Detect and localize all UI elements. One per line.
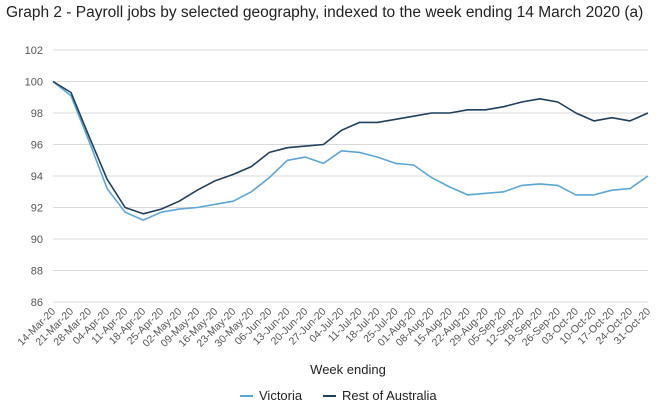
x-axis-ticks: 14-Mar-2021-Mar-2028-Mar-2004-Apr-2011-A… — [15, 306, 653, 350]
gridlines — [53, 49, 648, 303]
y-tick-label: 90 — [31, 234, 43, 246]
series-lines — [52, 80, 649, 221]
legend-label-victoria: Victoria — [259, 388, 303, 403]
legend-label-rest-of-australia: Rest of Australia — [342, 388, 437, 403]
y-axis-ticks: 86 88 90 92 94 96 98 100 102 — [25, 45, 43, 309]
y-tick-label: 96 — [31, 140, 43, 152]
y-tick-label: 88 — [31, 266, 43, 278]
y-tick-label: 98 — [31, 108, 43, 120]
series-line-victoria — [52, 80, 649, 221]
y-tick-label: 94 — [31, 171, 43, 183]
chart-title: Graph 2 - Payroll jobs by selected geogr… — [6, 4, 644, 21]
series-line-rest-of-australia — [52, 80, 649, 215]
x-axis-label: Week ending — [310, 362, 386, 377]
y-tick-label: 86 — [31, 297, 43, 309]
y-tick-label: 92 — [31, 203, 43, 215]
y-tick-label: 102 — [25, 45, 43, 57]
legend: Victoria Rest of Australia — [240, 388, 437, 403]
y-tick-label: 100 — [25, 77, 43, 89]
